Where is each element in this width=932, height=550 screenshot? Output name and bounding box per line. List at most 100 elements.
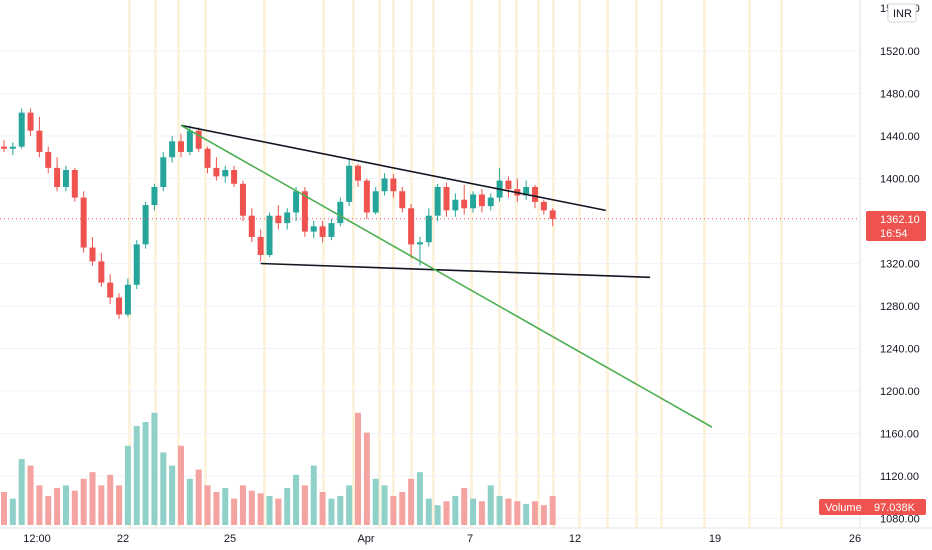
trendline-lower[interactable]: [260, 262, 651, 279]
volume-bar: [284, 488, 291, 525]
candle-body: [461, 199, 468, 209]
candle-body: [231, 170, 238, 184]
candle-body: [346, 165, 353, 202]
candle[interactable]: [36, 116, 43, 158]
candle[interactable]: [425, 208, 432, 247]
candle[interactable]: [478, 189, 485, 213]
candle[interactable]: [399, 187, 406, 213]
candle[interactable]: [116, 293, 123, 319]
candle-body: [381, 178, 388, 192]
candle[interactable]: [204, 146, 211, 174]
volume-bar: [9, 498, 16, 525]
candle[interactable]: [54, 157, 61, 192]
price-axis-background: [860, 0, 932, 528]
candle[interactable]: [390, 174, 397, 198]
candle[interactable]: [239, 180, 246, 221]
volume-bar: [496, 495, 503, 525]
volume-bar: [107, 474, 114, 525]
candle[interactable]: [381, 173, 388, 196]
candle[interactable]: [9, 142, 16, 156]
candle[interactable]: [142, 201, 149, 249]
candle[interactable]: [71, 167, 78, 202]
candle[interactable]: [328, 218, 335, 241]
candle[interactable]: [523, 180, 530, 200]
y-tick-label: 1160.00: [880, 429, 919, 441]
time-axis-background: [0, 528, 932, 550]
candle[interactable]: [319, 221, 326, 243]
candle[interactable]: [496, 167, 503, 202]
volume-bar: [1, 492, 7, 525]
candle[interactable]: [337, 197, 344, 227]
candle[interactable]: [310, 221, 317, 238]
trendlines[interactable]: [180, 124, 713, 428]
candle[interactable]: [257, 229, 264, 262]
candle[interactable]: [124, 278, 131, 317]
candle[interactable]: [213, 157, 220, 181]
candle[interactable]: [18, 108, 25, 149]
volume-value: 97.038K: [874, 502, 916, 514]
candle[interactable]: [355, 163, 361, 187]
candle[interactable]: [178, 133, 184, 158]
candle[interactable]: [372, 187, 379, 215]
candle[interactable]: [470, 191, 477, 213]
volume-bar: [514, 501, 521, 525]
candle[interactable]: [160, 151, 167, 192]
candle[interactable]: [222, 165, 229, 183]
x-tick-label: 12: [569, 533, 581, 545]
volume-bar: [540, 505, 547, 525]
candle[interactable]: [505, 176, 512, 198]
candle[interactable]: [443, 182, 450, 217]
candle[interactable]: [363, 178, 370, 219]
candle[interactable]: [346, 159, 353, 207]
candle[interactable]: [107, 274, 114, 304]
volume-bar: [337, 495, 344, 525]
volume-bar: [62, 485, 69, 525]
trendline-upper[interactable]: [180, 124, 606, 212]
volume-bar: [36, 485, 43, 525]
volume-bar: [18, 459, 25, 525]
candle[interactable]: [434, 183, 441, 221]
candle[interactable]: [275, 205, 282, 230]
candle-body: [523, 187, 530, 196]
candle[interactable]: [80, 191, 87, 253]
y-tick-label: 1200.00: [880, 386, 920, 398]
volume-bar: [186, 478, 193, 525]
volume-bar: [160, 452, 167, 525]
candle[interactable]: [540, 199, 547, 215]
candle-body: [89, 247, 96, 262]
candle-body: [257, 236, 264, 255]
grid-lines: [0, 50, 860, 519]
last-price-tag: 1362.10 16:54: [866, 211, 926, 241]
candle[interactable]: [62, 165, 69, 192]
time-axis-ticks[interactable]: 12:00 22 25 Apr 7 12 19 26: [23, 533, 861, 545]
candle[interactable]: [169, 136, 176, 163]
candle[interactable]: [284, 208, 291, 230]
trendline-diagonal[interactable]: [180, 124, 713, 428]
candle[interactable]: [461, 184, 468, 215]
candle[interactable]: [293, 187, 300, 221]
volume-bar: [239, 485, 246, 525]
candle[interactable]: [248, 208, 255, 243]
candle[interactable]: [266, 212, 273, 258]
candle[interactable]: [1, 140, 7, 152]
candle-body: [169, 141, 176, 158]
candle[interactable]: [27, 108, 34, 136]
candle[interactable]: [89, 236, 96, 266]
candle-body: [337, 201, 344, 224]
candle[interactable]: [487, 193, 494, 211]
currency-badge[interactable]: INR: [887, 3, 917, 23]
candle[interactable]: [98, 252, 105, 287]
candle-body: [124, 284, 131, 315]
candle-body: [54, 167, 61, 187]
x-tick-label: 25: [224, 533, 236, 545]
candle[interactable]: [151, 183, 158, 211]
candle[interactable]: [195, 127, 202, 152]
candle[interactable]: [408, 204, 415, 259]
candle[interactable]: [452, 193, 459, 217]
candle[interactable]: [231, 165, 238, 187]
candle[interactable]: [45, 146, 52, 174]
candle[interactable]: [133, 240, 140, 289]
candle[interactable]: [549, 208, 556, 227]
